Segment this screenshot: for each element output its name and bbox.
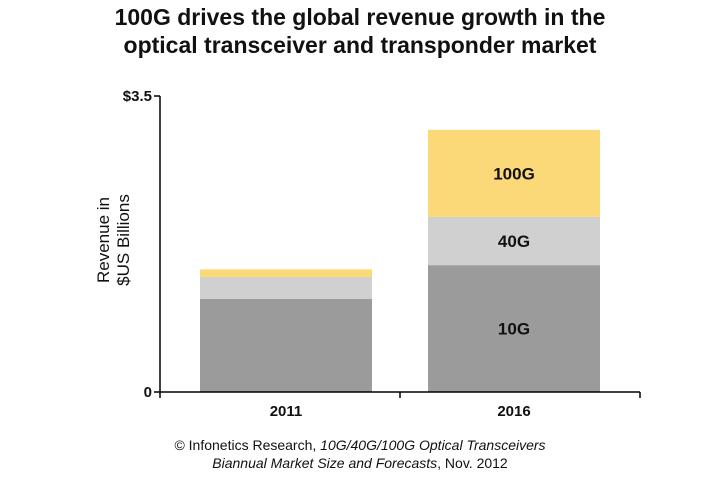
- y-tick-label-0: 0: [144, 384, 152, 401]
- chart-title-line-1: 100G drives the global revenue growth in…: [114, 4, 606, 30]
- bar-2011-40G: [200, 276, 372, 299]
- bar-2011-100G: [200, 269, 372, 277]
- y-tick-label-1: $3.5: [123, 88, 152, 105]
- bar-label-2016-100G: 100G: [493, 164, 535, 183]
- source-title-italic-1: 10G/40G/100G Optical Transceivers: [320, 437, 546, 453]
- bar-2016-40G: [428, 216, 600, 266]
- bar-2011-10G: [200, 298, 372, 392]
- bar-label-2016-10G: 10G: [498, 320, 530, 339]
- source-prefix: © Infonetics Research,: [174, 437, 321, 453]
- bar-2016-10G: [428, 265, 600, 392]
- x-tick-label-2016: 2016: [497, 403, 530, 420]
- source-suffix: , Nov. 2012: [437, 455, 508, 471]
- chart-title-line-2: optical transceiver and transponder mark…: [123, 32, 597, 58]
- x-tick-label-2011: 2011: [270, 403, 303, 420]
- bar-label-2016-40G: 40G: [498, 232, 530, 251]
- source-title-italic-2: Biannual Market Size and Forecasts: [212, 455, 438, 471]
- bar-2016-100G: [428, 129, 600, 217]
- source-note: © Infonetics Research, 10G/40G/100G Opti…: [0, 436, 720, 472]
- chart-title: 100G drives the global revenue growth in…: [0, 3, 720, 59]
